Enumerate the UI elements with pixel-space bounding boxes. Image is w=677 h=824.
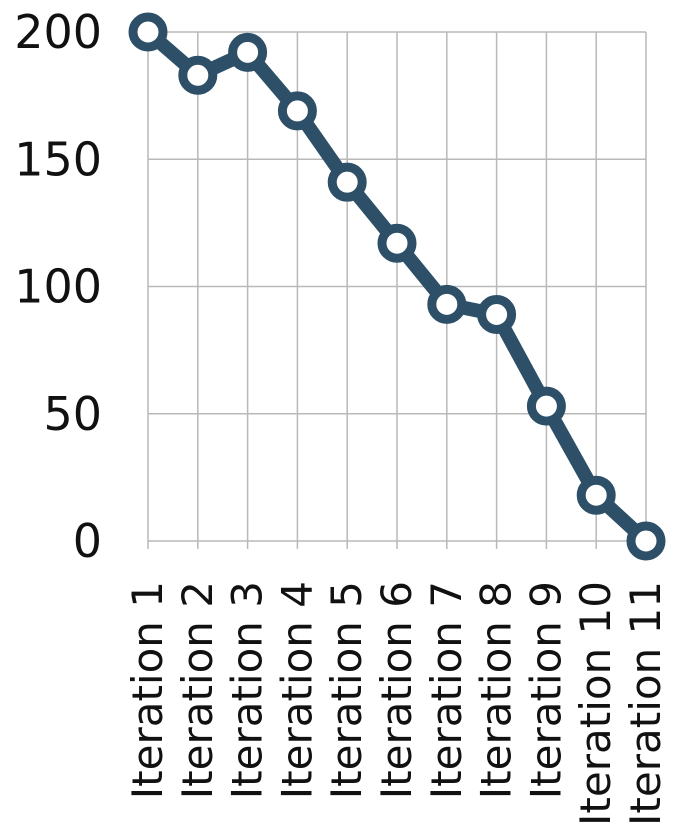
x-tick-label: Iteration 6 <box>372 581 421 799</box>
data-point <box>576 475 616 515</box>
x-tick-label: Iteration 8 <box>472 581 521 799</box>
x-tick-label: Iteration 11 <box>621 581 670 824</box>
x-tick-label: Iteration 2 <box>173 581 222 799</box>
x-tick-label: Iteration 7 <box>422 581 471 799</box>
data-point <box>228 32 268 72</box>
data-point <box>327 162 367 202</box>
x-tick-label: Iteration 1 <box>123 581 172 799</box>
data-point <box>477 294 517 334</box>
y-tick-label: 200 <box>14 5 102 59</box>
data-point <box>377 223 417 263</box>
y-axis-ticks: 0 50 100 150 200 <box>14 5 102 568</box>
grid <box>147 31 647 549</box>
x-tick-label: Iteration 3 <box>223 581 272 799</box>
data-point <box>626 521 666 561</box>
data-point <box>526 386 566 426</box>
data-point <box>178 55 218 95</box>
data-point <box>277 91 317 131</box>
data-point <box>128 12 168 52</box>
x-tick-label: Iteration 9 <box>521 581 570 799</box>
data-point <box>427 284 467 324</box>
x-tick-label: Iteration 4 <box>272 581 321 799</box>
series <box>128 12 666 561</box>
y-tick-label: 100 <box>14 260 102 314</box>
y-tick-label: 50 <box>43 387 102 441</box>
y-tick-label: 0 <box>73 514 102 568</box>
x-tick-label: Iteration 10 <box>571 581 620 824</box>
x-tick-label: Iteration 5 <box>322 581 371 799</box>
x-axis-ticks: Iteration 1 Iteration 2 Iteration 3 Iterati… <box>123 581 670 824</box>
y-tick-label: 150 <box>14 132 102 186</box>
